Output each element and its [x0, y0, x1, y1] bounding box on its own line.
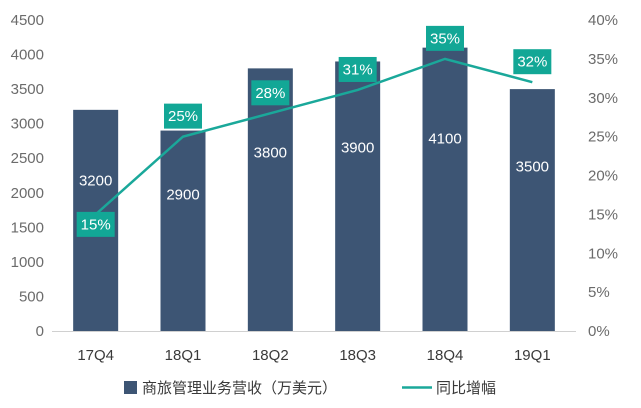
x-tick-label: 19Q1 — [514, 347, 551, 364]
y-axis-right: 0% 5% 10% 15% 20% 25% 30% 35% 40% — [588, 12, 618, 340]
y-right-tick-label: 15% — [588, 206, 618, 223]
line-value-label: 15% — [81, 216, 111, 233]
y-right-tick-label: 10% — [588, 245, 618, 262]
bar-data-labels: 3200 2900 3800 3900 4100 3500 — [79, 130, 549, 203]
x-tick-label: 18Q3 — [339, 347, 376, 364]
line-value-label-box — [251, 80, 290, 106]
y-left-tick-label: 4000 — [11, 47, 44, 64]
y-left-tick-label: 3500 — [11, 81, 44, 98]
bar — [422, 47, 468, 332]
y-axis-left: 0 500 1000 1500 2000 2500 3000 3500 4000 4500 — [11, 12, 44, 340]
line-value-label: 31% — [343, 61, 373, 78]
y-left-tick-label: 500 — [19, 288, 44, 305]
bar-value-label: 4100 — [428, 130, 461, 147]
x-axis: 17Q4 18Q1 18Q2 18Q3 18Q4 19Q1 — [52, 331, 576, 364]
line-value-label: 35% — [430, 30, 460, 47]
x-tick-label: 17Q4 — [77, 347, 114, 364]
y-left-tick-label: 2000 — [11, 185, 44, 202]
bar-value-label: 3800 — [254, 144, 287, 161]
legend-label-line: 同比增幅 — [436, 379, 496, 397]
growth-line — [94, 57, 533, 216]
x-tick-label: 18Q4 — [427, 347, 464, 364]
y-right-tick-label: 0% — [588, 323, 610, 340]
y-right-tick-label: 20% — [588, 168, 618, 185]
y-left-tick-label: 2500 — [11, 150, 44, 167]
legend-swatch-bar — [124, 381, 137, 394]
bar-series — [73, 47, 555, 332]
bar — [509, 89, 555, 331]
y-right-tick-label: 30% — [588, 90, 618, 107]
bar — [247, 68, 293, 331]
y-right-tick-label: 40% — [588, 12, 618, 29]
y-left-tick-label: 3000 — [11, 116, 44, 133]
bar-value-label: 3900 — [341, 140, 374, 157]
bar — [335, 61, 381, 331]
y-left-tick-label: 0 — [36, 323, 44, 340]
line-value-label: 28% — [255, 85, 285, 102]
y-left-tick-label: 1000 — [11, 254, 44, 271]
line-value-label-box — [164, 103, 202, 129]
y-right-tick-label: 5% — [588, 284, 610, 301]
x-tick-label: 18Q1 — [165, 347, 202, 364]
bar-value-label: 2900 — [166, 187, 199, 204]
y-right-tick-label: 25% — [588, 129, 618, 146]
legend: 商旅管理业务营收（万美元） 同比增幅 — [124, 379, 496, 397]
bar-value-label: 3500 — [516, 159, 549, 176]
line-data-labels: 15% 25% 28% 31% 35% 32% — [76, 25, 552, 237]
legend-label-bar: 商旅管理业务营收（万美元） — [142, 379, 337, 397]
x-tick-label: 18Q2 — [252, 347, 289, 364]
line-value-label-box — [513, 49, 552, 75]
line-value-label-box — [76, 211, 115, 237]
bar-value-label: 3200 — [79, 173, 112, 190]
bar — [160, 130, 206, 331]
line-value-label: 32% — [517, 54, 547, 71]
y-left-tick-label: 4500 — [11, 12, 44, 29]
line-value-label-box — [426, 25, 464, 51]
y-right-tick-label: 35% — [588, 51, 618, 68]
line-value-label: 25% — [168, 108, 198, 125]
y-left-tick-label: 1500 — [11, 219, 44, 236]
line-value-label-box — [338, 56, 377, 82]
